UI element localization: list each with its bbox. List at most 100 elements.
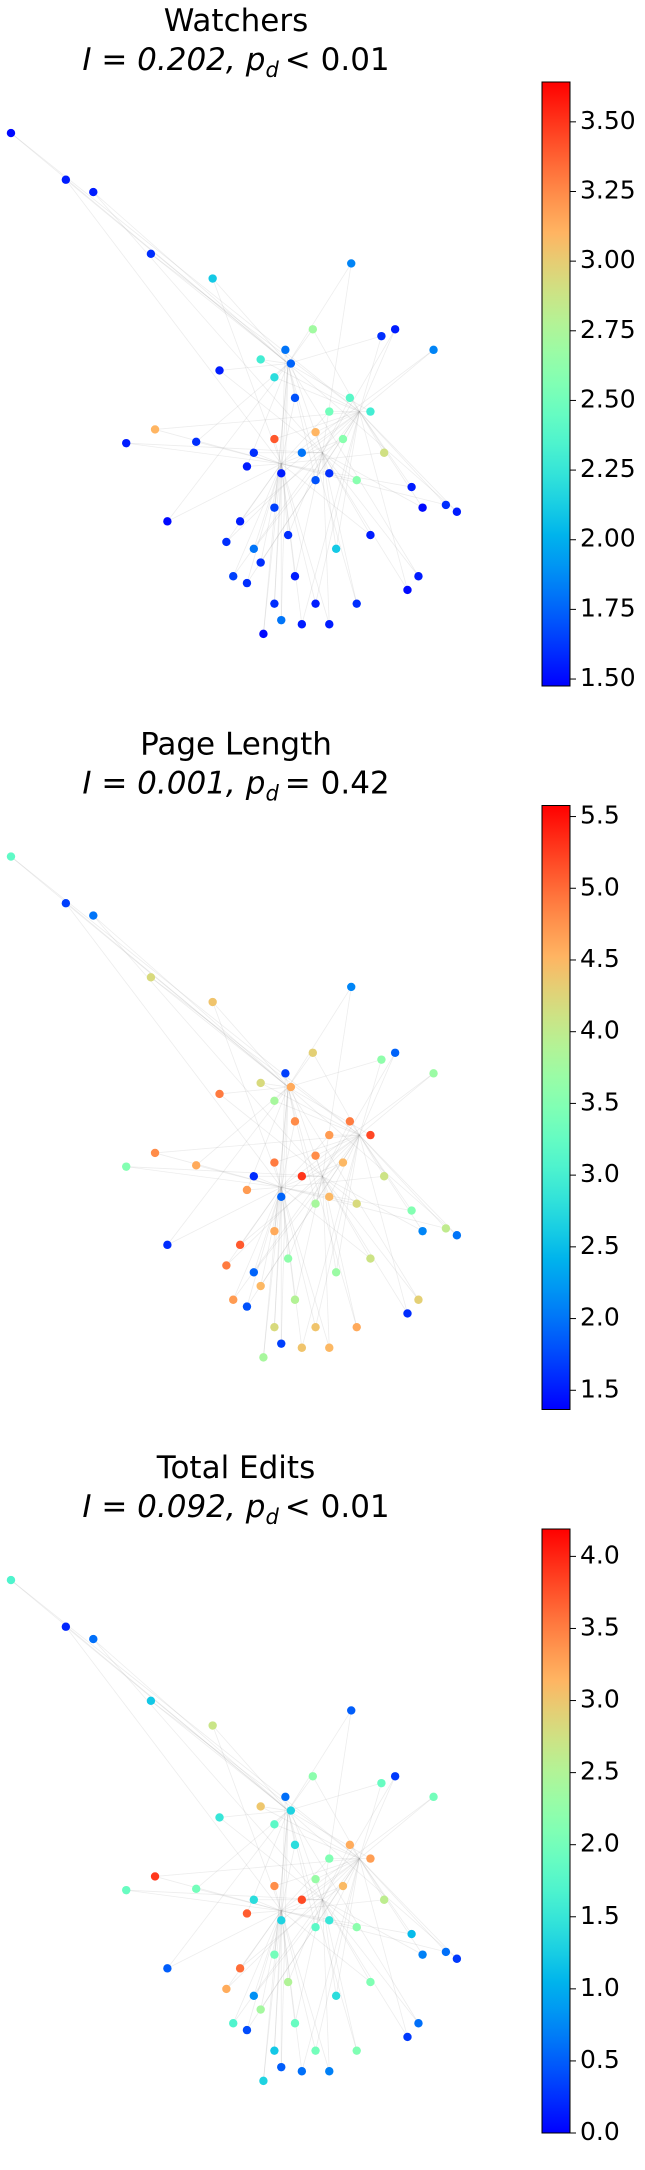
edge bbox=[359, 411, 458, 513]
edge bbox=[288, 335, 382, 364]
edge bbox=[280, 463, 330, 625]
edge bbox=[280, 1810, 289, 2068]
edge bbox=[280, 463, 316, 604]
edge bbox=[287, 452, 323, 536]
node bbox=[441, 500, 451, 510]
edge bbox=[281, 463, 371, 536]
colorbar-tick-label: 4.0 bbox=[580, 1540, 620, 1569]
p-test: < 0.01 bbox=[285, 42, 390, 78]
node bbox=[311, 1199, 320, 1208]
node bbox=[403, 585, 412, 595]
node bbox=[249, 1268, 259, 1277]
edge bbox=[280, 397, 296, 464]
edge bbox=[359, 1858, 385, 1900]
edge bbox=[253, 1134, 360, 1273]
edge bbox=[359, 1052, 396, 1136]
edge bbox=[280, 463, 296, 577]
edge bbox=[232, 1176, 323, 1300]
edge bbox=[287, 363, 296, 398]
edge bbox=[287, 1087, 296, 1122]
colorbar-tick-label: 1.0 bbox=[580, 1973, 620, 2002]
node bbox=[403, 2032, 412, 2042]
edge bbox=[274, 1810, 289, 2051]
node bbox=[270, 1226, 279, 1236]
node bbox=[191, 437, 201, 446]
edge bbox=[263, 463, 282, 634]
node bbox=[352, 1199, 361, 1208]
colorbar-tick-label: 2.25 bbox=[580, 454, 636, 483]
colorbar-tick-label: 1.5 bbox=[580, 1374, 620, 1403]
node bbox=[325, 1916, 334, 1925]
edge bbox=[219, 370, 323, 454]
edge bbox=[335, 1858, 360, 1996]
colorbar-tick-label: 3.50 bbox=[580, 106, 636, 135]
node bbox=[235, 1240, 245, 1250]
edge bbox=[322, 397, 351, 453]
edge bbox=[274, 1885, 282, 1911]
node bbox=[277, 615, 286, 625]
node bbox=[283, 530, 293, 540]
node bbox=[407, 1206, 416, 1215]
edge bbox=[263, 363, 289, 634]
colorbar-tick-label: 5.0 bbox=[580, 872, 620, 901]
node bbox=[146, 973, 156, 982]
edge bbox=[281, 463, 446, 506]
edge bbox=[281, 452, 385, 465]
edge bbox=[287, 1810, 296, 1845]
edge bbox=[322, 1899, 419, 2024]
node bbox=[352, 2046, 361, 2055]
node bbox=[242, 462, 252, 471]
edge bbox=[315, 411, 360, 433]
edge bbox=[315, 1176, 323, 1204]
node bbox=[256, 1281, 265, 1291]
edge bbox=[274, 438, 282, 464]
colorbar-tick-label: 2.75 bbox=[580, 315, 636, 344]
edge bbox=[359, 1134, 423, 1232]
node bbox=[429, 1069, 438, 1078]
edge bbox=[226, 1910, 282, 1990]
edge bbox=[322, 1176, 419, 1300]
node bbox=[338, 1881, 348, 1891]
edge bbox=[281, 1910, 446, 1953]
node bbox=[249, 1991, 259, 2001]
node bbox=[249, 448, 259, 457]
node bbox=[325, 2067, 334, 2076]
edge bbox=[322, 1899, 337, 1996]
edge bbox=[246, 463, 282, 584]
edge bbox=[322, 1899, 423, 1955]
node bbox=[6, 852, 16, 861]
node bbox=[277, 1916, 286, 1925]
node bbox=[150, 425, 160, 434]
node bbox=[122, 1885, 131, 1895]
node bbox=[163, 1240, 172, 1250]
edge bbox=[322, 1175, 357, 1205]
edge bbox=[359, 411, 423, 508]
node bbox=[441, 1947, 451, 1957]
edge bbox=[281, 1186, 446, 1229]
edge bbox=[253, 452, 282, 465]
node bbox=[191, 1161, 201, 1170]
statistic: I = 0.001, bbox=[82, 766, 235, 802]
panel-subtitle: I = 0.092, pd < 0.01 bbox=[82, 1489, 389, 1529]
edge bbox=[322, 1899, 371, 1983]
edge bbox=[322, 1899, 357, 1928]
edge bbox=[260, 463, 282, 563]
colorbar-tick-label: 5.5 bbox=[580, 801, 620, 830]
nodes bbox=[6, 1575, 462, 2086]
edge bbox=[322, 263, 352, 453]
edge bbox=[280, 463, 303, 625]
edge bbox=[92, 915, 323, 1177]
edge bbox=[315, 1899, 323, 1928]
edge bbox=[359, 1776, 396, 1859]
node bbox=[259, 2076, 268, 2086]
panel-title: Watchers bbox=[164, 3, 308, 39]
node bbox=[452, 1231, 462, 1240]
node bbox=[366, 1977, 375, 1987]
node bbox=[229, 1295, 238, 1304]
edge bbox=[274, 463, 282, 604]
edge bbox=[322, 986, 352, 1177]
node bbox=[311, 1874, 320, 1884]
p-subscript: d bbox=[265, 782, 279, 806]
node bbox=[290, 393, 300, 403]
edge bbox=[226, 411, 360, 543]
